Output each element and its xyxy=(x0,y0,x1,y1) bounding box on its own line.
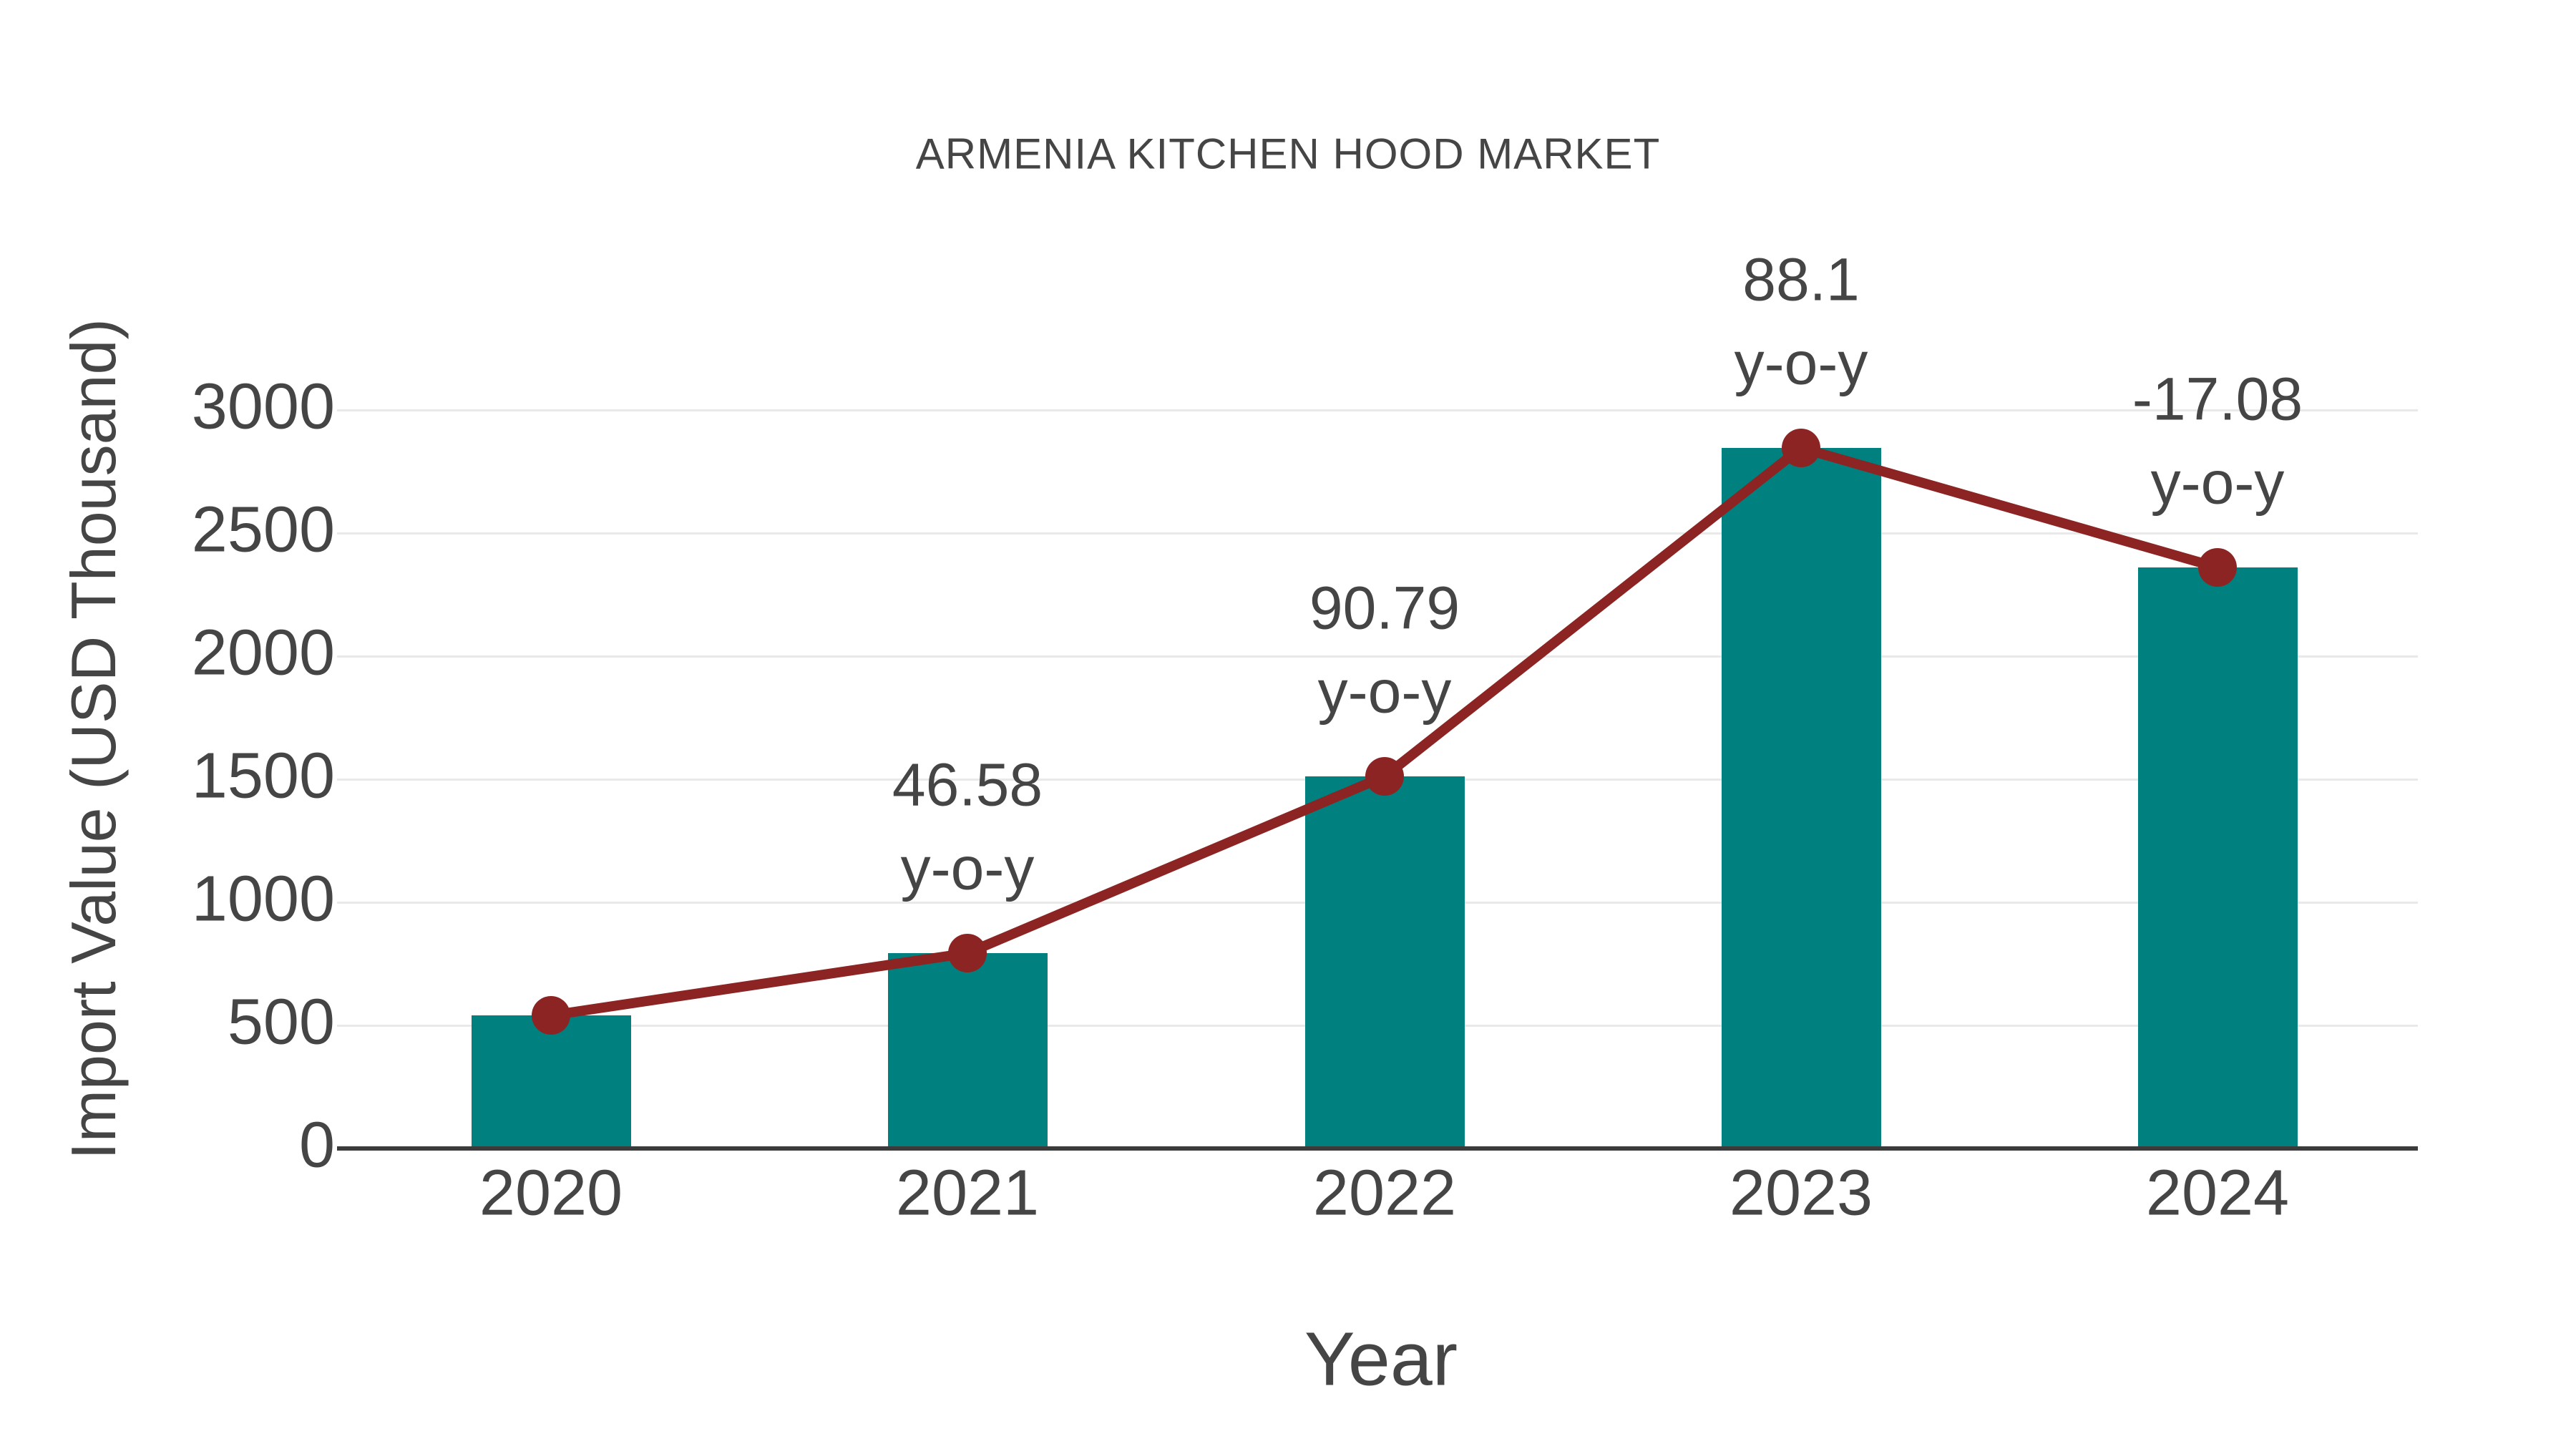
chart-title: ARMENIA KITCHEN HOOD MARKET xyxy=(915,130,1661,178)
annotation-unit-2024: y-o-y xyxy=(2150,449,2285,517)
gridline-2500 xyxy=(337,532,2418,535)
x-tick-label: 2023 xyxy=(1729,1157,1873,1229)
x-axis-title: Year xyxy=(1304,1317,1458,1402)
data-point-marker-2022 xyxy=(1365,757,1404,796)
trend-line xyxy=(546,442,2223,1020)
data-point-marker-2024 xyxy=(2198,548,2237,587)
x-tick-label: 2020 xyxy=(479,1157,623,1229)
x-tick-label: 2024 xyxy=(2145,1157,2290,1229)
annotation-unit-2021: y-o-y xyxy=(900,834,1035,902)
bar-2022 xyxy=(1304,776,1465,1147)
y-tick-label: 2500 xyxy=(191,494,335,566)
x-tick-label: 2022 xyxy=(1312,1157,1457,1229)
y-tick-label: 0 xyxy=(298,1109,335,1181)
annotation-unit-2023: y-o-y xyxy=(1734,329,1868,397)
x-tick-label: 2021 xyxy=(895,1157,1040,1229)
y-tick-label: 1000 xyxy=(191,863,335,935)
annotation-value-2022: 90.79 xyxy=(1309,574,1460,642)
annotation-value-2024: -17.08 xyxy=(2132,365,2303,433)
bar-2020 xyxy=(471,1015,631,1147)
data-point-marker-2020 xyxy=(532,996,570,1035)
x-axis-line xyxy=(337,1146,2418,1151)
annotation-value-2021: 46.58 xyxy=(892,751,1043,819)
bar-2024 xyxy=(2137,567,2298,1147)
annotation-value-2023: 88.1 xyxy=(1742,245,1860,313)
y-tick-label: 3000 xyxy=(191,371,335,443)
bar-2021 xyxy=(887,953,1048,1147)
annotation-unit-2022: y-o-y xyxy=(1317,658,1452,726)
gridline-3000 xyxy=(337,409,2418,411)
data-point-marker-2023 xyxy=(1782,429,1820,467)
y-tick-label: 2000 xyxy=(191,617,335,689)
y-tick-label: 1500 xyxy=(191,740,335,812)
data-point-marker-2021 xyxy=(948,934,987,972)
bar-2023 xyxy=(1721,448,1881,1147)
y-tick-label: 500 xyxy=(227,986,335,1058)
gridline-2000 xyxy=(337,655,2418,658)
